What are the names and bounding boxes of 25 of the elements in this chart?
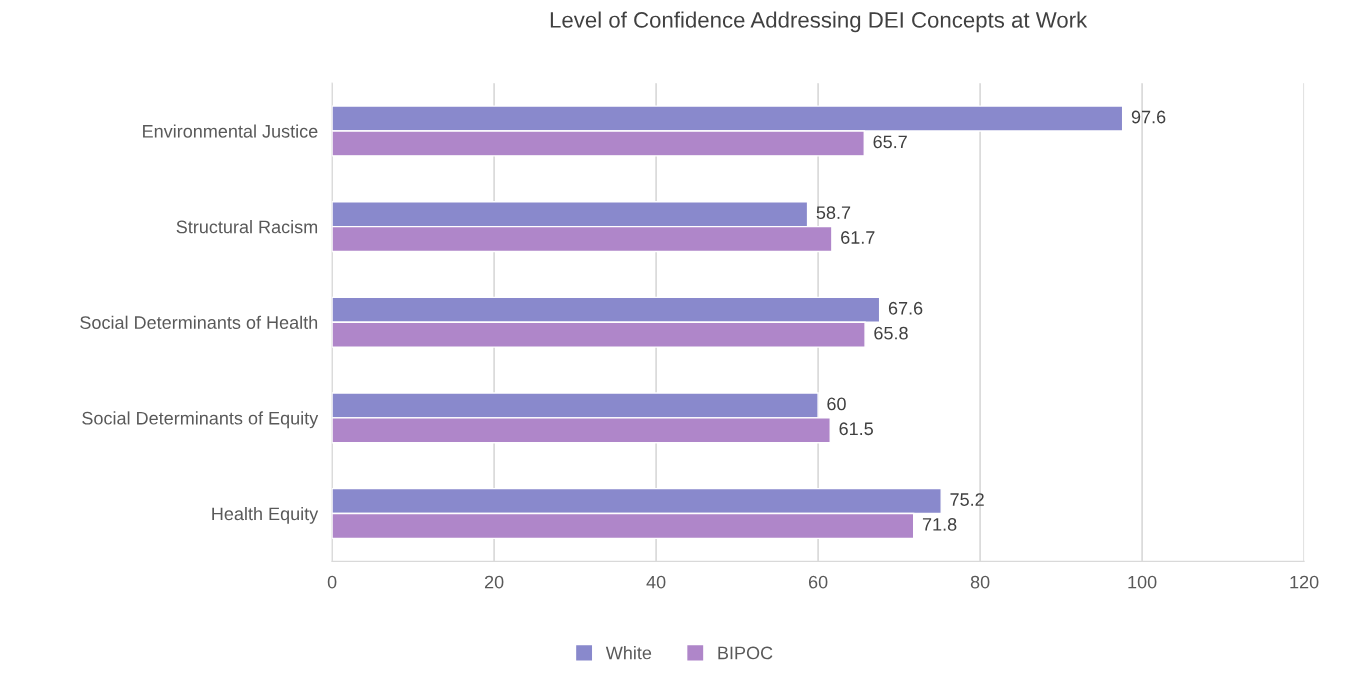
x-tick-label: 80 bbox=[970, 575, 990, 589]
y-tick-label: Environmental Justice bbox=[143, 124, 318, 138]
x-tick-label: 60 bbox=[808, 575, 828, 589]
data-label: 61.5 bbox=[839, 422, 873, 436]
legend-label: BIPOC bbox=[718, 646, 773, 660]
legend-label: White bbox=[605, 646, 652, 660]
x-tick-label: 0 bbox=[327, 575, 337, 589]
data-label: 61.7 bbox=[841, 231, 875, 244]
data-label: 60 bbox=[827, 397, 846, 411]
data-label: 65.7 bbox=[873, 135, 907, 149]
y-tick-label: Structural Racism bbox=[176, 220, 318, 234]
x-tick-label: 100 bbox=[1128, 575, 1157, 589]
data-label: 67.6 bbox=[888, 301, 923, 315]
data-label: 71.8 bbox=[922, 518, 957, 531]
data-label: 65.8 bbox=[874, 326, 908, 340]
y-tick-label: Health Equity bbox=[212, 506, 319, 524]
y-tick-label: Social Determinants of Health bbox=[80, 315, 318, 329]
x-tick-label: 120 bbox=[1290, 575, 1319, 589]
y-tick-label: Social Determinants of Equity bbox=[82, 411, 319, 429]
data-label: 75.2 bbox=[950, 493, 984, 506]
data-label: 97.6 bbox=[1131, 110, 1166, 124]
x-tick-label: 40 bbox=[646, 575, 666, 589]
chart-title: Level of Confidence Addressing DEI Concepts at Work bbox=[550, 11, 1088, 33]
data-label: 58.7 bbox=[816, 206, 851, 220]
x-tick-label: 20 bbox=[484, 575, 504, 589]
